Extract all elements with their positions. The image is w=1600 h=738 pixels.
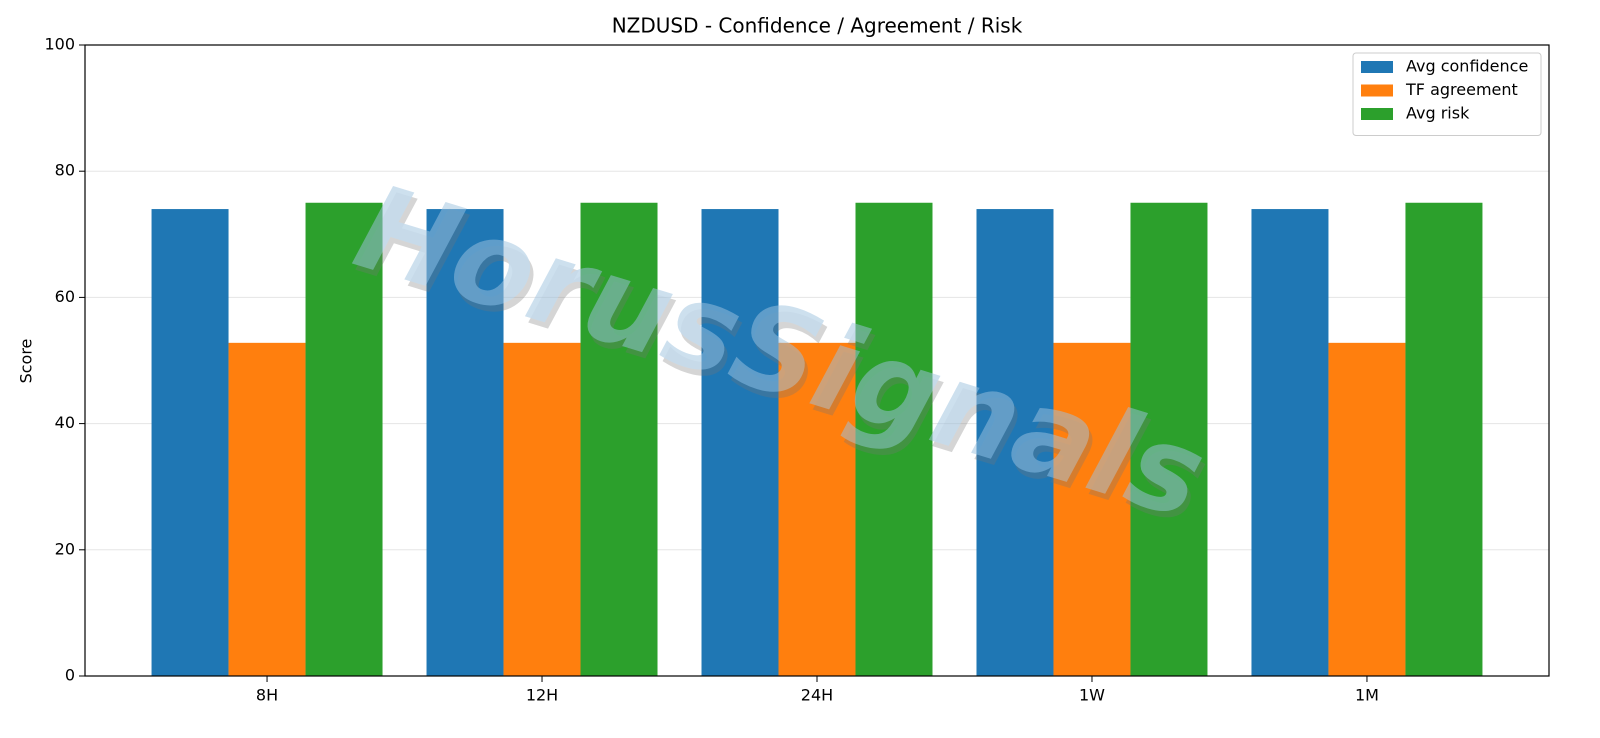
legend-box [1352, 52, 1542, 136]
bar [701, 209, 779, 676]
bar [855, 202, 933, 676]
legend-label: Avg confidence [1406, 57, 1528, 76]
chart-title: NZDUSD - Confidence / Agreement / Risk [612, 14, 1023, 38]
bar [1053, 342, 1131, 676]
bar [1130, 202, 1208, 676]
x-tick-label: 12H [526, 686, 558, 705]
bar [1328, 342, 1406, 676]
bar [976, 209, 1054, 676]
legend-swatch [1361, 108, 1393, 120]
y-tick-label: 60 [55, 287, 75, 306]
bar [580, 202, 658, 676]
bar [305, 202, 383, 676]
x-tick-label: 8H [256, 686, 278, 705]
x-tick-label: 1M [1355, 686, 1379, 705]
plot-frame [84, 44, 1550, 677]
bar [503, 342, 581, 676]
bar [1405, 202, 1483, 676]
y-tick-label: 100 [44, 35, 75, 54]
x-tick-label: 24H [801, 686, 833, 705]
bar [151, 209, 229, 676]
bar [778, 342, 856, 676]
legend-swatch [1361, 61, 1393, 73]
y-tick-label: 20 [55, 539, 75, 558]
y-tick-label: 0 [65, 666, 75, 685]
legend-label: Avg risk [1406, 104, 1470, 123]
x-tick-label: 1W [1079, 686, 1105, 705]
bar [1251, 209, 1329, 676]
legend-swatch [1361, 84, 1393, 97]
bar [228, 342, 306, 676]
legend-label: TF agreement [1405, 80, 1518, 99]
bar [426, 209, 504, 676]
y-axis-label: Score [17, 339, 36, 384]
y-tick-label: 80 [55, 161, 75, 180]
y-tick-label: 40 [55, 413, 75, 432]
